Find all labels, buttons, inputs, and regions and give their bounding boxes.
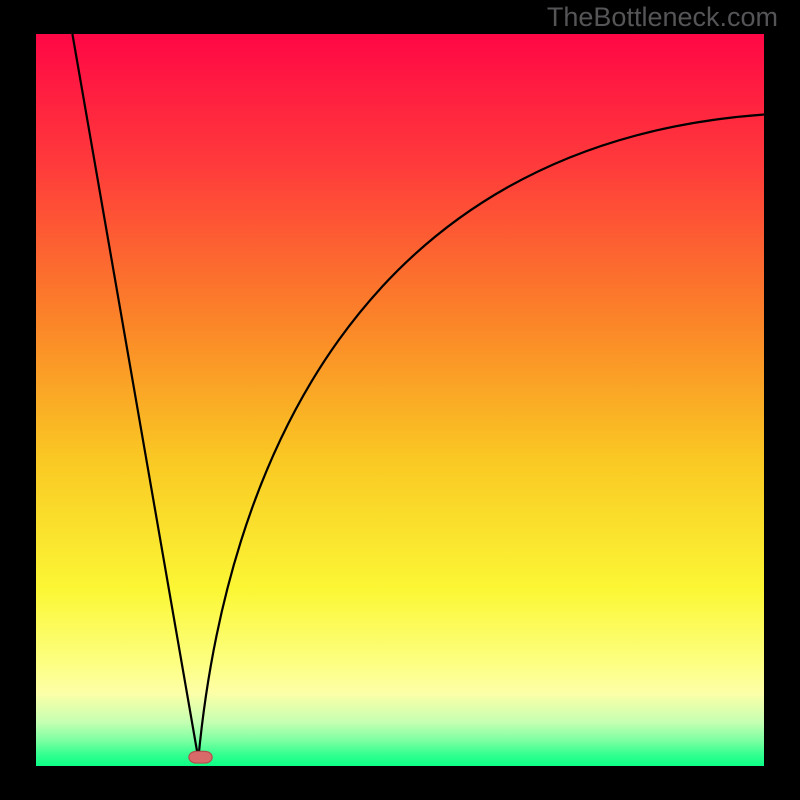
- plot-svg: [0, 0, 800, 800]
- valley-marker: [189, 751, 212, 763]
- watermark-text: TheBottleneck.com: [547, 2, 778, 33]
- bottleneck-curve: [72, 34, 764, 759]
